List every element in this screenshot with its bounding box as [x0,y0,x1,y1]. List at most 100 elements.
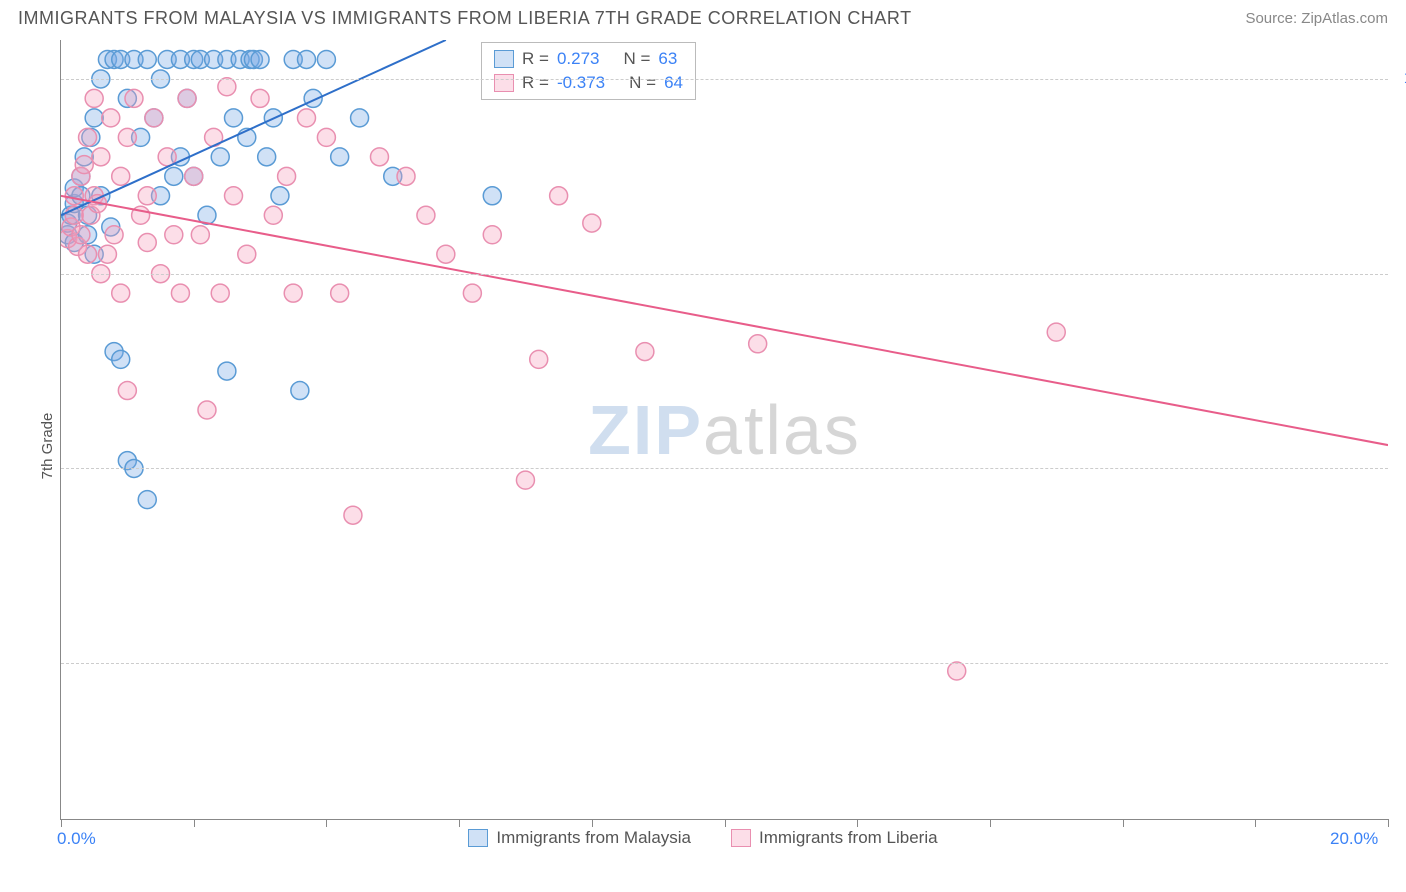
data-point [351,109,369,127]
data-point [218,78,236,96]
data-point [583,214,601,232]
data-point [516,471,534,489]
n-label-liberia: N = [629,73,656,93]
data-point [749,335,767,353]
data-point [65,187,83,205]
data-point [297,109,315,127]
data-point [112,167,130,185]
data-point [264,206,282,224]
n-value-liberia: 64 [664,73,683,93]
data-point [165,226,183,244]
data-point [344,506,362,524]
chart-title: IMMIGRANTS FROM MALAYSIA VS IMMIGRANTS F… [18,8,912,29]
data-point [118,382,136,400]
r-value-liberia: -0.373 [557,73,605,93]
data-point [417,206,435,224]
data-point [397,167,415,185]
x-tick [725,819,726,827]
data-point [125,89,143,107]
data-point [550,187,568,205]
x-tick [1255,819,1256,827]
bottom-legend: Immigrants from Malaysia Immigrants from… [18,828,1388,848]
data-point [85,109,103,127]
data-point [211,148,229,166]
r-value-malaysia: 0.273 [557,49,600,69]
data-point [317,128,335,146]
gridline [61,79,1388,80]
data-point [118,128,136,146]
data-point [72,226,90,244]
x-tick [194,819,195,827]
data-point [191,226,209,244]
data-point [251,50,269,68]
data-point [238,245,256,263]
data-point [317,50,335,68]
data-point [165,167,183,185]
correlation-legend: R = 0.273 N = 63 R = -0.373 N = 64 [481,42,696,100]
data-point [437,245,455,263]
series-name-liberia: Immigrants from Liberia [759,828,938,848]
data-point [218,362,236,380]
series-name-malaysia: Immigrants from Malaysia [496,828,691,848]
data-point [370,148,388,166]
scatter-svg [61,40,1388,819]
data-point [331,148,349,166]
swatch-liberia [494,74,514,92]
data-point [211,284,229,302]
data-point [225,109,243,127]
x-tick [990,819,991,827]
bottom-legend-malaysia: Immigrants from Malaysia [468,828,691,848]
data-point [145,109,163,127]
y-tick-label: 95.0% [1398,265,1406,283]
x-tick [326,819,327,827]
data-point [98,245,116,263]
x-tick [1123,819,1124,827]
chart-area: 7th Grade ZIPatlas R = 0.273 N = 63 R = … [18,40,1388,852]
data-point [178,89,196,107]
data-point [284,284,302,302]
data-point [138,491,156,509]
data-point [171,284,189,302]
data-point [463,284,481,302]
swatch-malaysia-bottom [468,829,488,847]
data-point [112,284,130,302]
gridline [61,468,1388,469]
source-label: Source: ZipAtlas.com [1245,10,1388,27]
y-tick-label: 85.0% [1398,654,1406,672]
plot-region: ZIPatlas R = 0.273 N = 63 R = -0.373 N =… [60,40,1388,820]
x-tick [1388,819,1389,827]
data-point [483,226,501,244]
data-point [105,226,123,244]
data-point [297,50,315,68]
data-point [138,50,156,68]
data-point [948,662,966,680]
data-point [271,187,289,205]
data-point [251,89,269,107]
data-point [198,401,216,419]
data-point [79,245,97,263]
data-point [75,156,93,174]
data-point [138,234,156,252]
x-tick [857,819,858,827]
x-tick [592,819,593,827]
r-label-malaysia: R = [522,49,549,69]
data-point [291,382,309,400]
data-point [138,187,156,205]
n-label-malaysia: N = [623,49,650,69]
data-point [102,109,120,127]
gridline [61,274,1388,275]
trend-line [61,196,1388,445]
data-point [112,350,130,368]
data-point [92,148,110,166]
data-point [258,148,276,166]
x-tick [61,819,62,827]
data-point [636,343,654,361]
data-point [79,128,97,146]
data-point [185,167,203,185]
r-label-liberia: R = [522,73,549,93]
data-point [85,89,103,107]
data-point [483,187,501,205]
y-tick-label: 100.0% [1398,70,1406,88]
bottom-legend-liberia: Immigrants from Liberia [731,828,938,848]
gridline [61,663,1388,664]
